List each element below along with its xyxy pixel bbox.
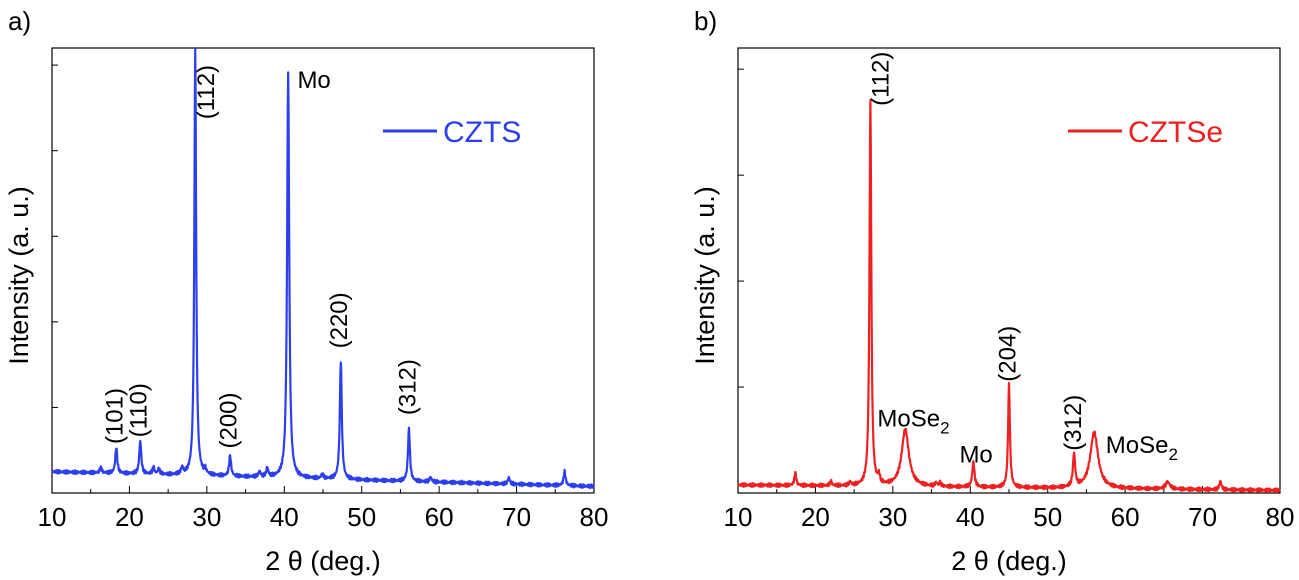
peak-annotation: (312) (1060, 395, 1087, 451)
annotation-subscript: 2 (940, 418, 949, 437)
chart-panel-a: a) 10 20 30 40 50 60 70 80 2 θ (deg.) Intensity (a… (4, 6, 608, 576)
annotation-subscript: 2 (1168, 445, 1177, 464)
x-axis-title: 2 θ (deg.) (265, 546, 381, 576)
x-tick-label: 10 (724, 502, 753, 532)
peak-annotation: (204) (994, 326, 1021, 382)
x-tick-label: 10 (38, 502, 67, 532)
x-tick-label: 60 (1111, 502, 1140, 532)
peak-annotation: MoSe2 (877, 405, 949, 437)
peak-annotation: Mo (959, 442, 992, 469)
chart-panel-b: b) 10 20 30 40 50 60 70 80 2 θ (deg.) Intensity (a… (690, 6, 1294, 576)
x-tick-label: 50 (1033, 502, 1062, 532)
x-tick-label: 80 (580, 502, 609, 532)
annotation-text: Mo (959, 442, 992, 469)
x-tick-label: 70 (502, 502, 531, 532)
annotation-text: Mo (297, 67, 330, 94)
series-line-cztse (737, 98, 1281, 494)
peak-annotation: (112) (193, 65, 220, 119)
y-axis-title: Intensity (a. u.) (4, 186, 34, 365)
x-tick-label: 70 (1188, 502, 1217, 532)
x-tick-label: 40 (956, 502, 985, 532)
x-axis-title: 2 θ (deg.) (951, 546, 1067, 576)
annotation-text: MoSe (877, 405, 940, 432)
peak-annotation: (220) (326, 292, 353, 348)
peak-annotation: (110) (126, 383, 153, 437)
x-tick-label: 20 (801, 502, 830, 532)
peak-annotation: (200) (215, 392, 242, 448)
peak-annotation: Mo (297, 67, 330, 94)
x-tick-label: 30 (192, 502, 221, 532)
series-line-czts (51, 47, 595, 490)
annotation-text: MoSe (1106, 432, 1169, 459)
peak-annotation: (112) (867, 52, 894, 106)
legend-label: CZTS (443, 116, 521, 149)
panel-label: b) (694, 6, 717, 36)
x-tick-label: 20 (115, 502, 144, 532)
legend-label: CZTSe (1128, 116, 1223, 149)
y-axis-title: Intensity (a. u.) (690, 186, 720, 365)
x-tick-label: 50 (347, 502, 376, 532)
peak-annotation: (101) (102, 388, 129, 444)
x-tick-label: 30 (878, 502, 907, 532)
peak-annotation: MoSe2 (1106, 432, 1178, 464)
x-tick-label: 60 (425, 502, 454, 532)
x-tick-label: 40 (270, 502, 299, 532)
x-tick-label: 80 (1266, 502, 1295, 532)
peak-annotation: (312) (394, 359, 421, 415)
panel-label: a) (8, 6, 31, 36)
